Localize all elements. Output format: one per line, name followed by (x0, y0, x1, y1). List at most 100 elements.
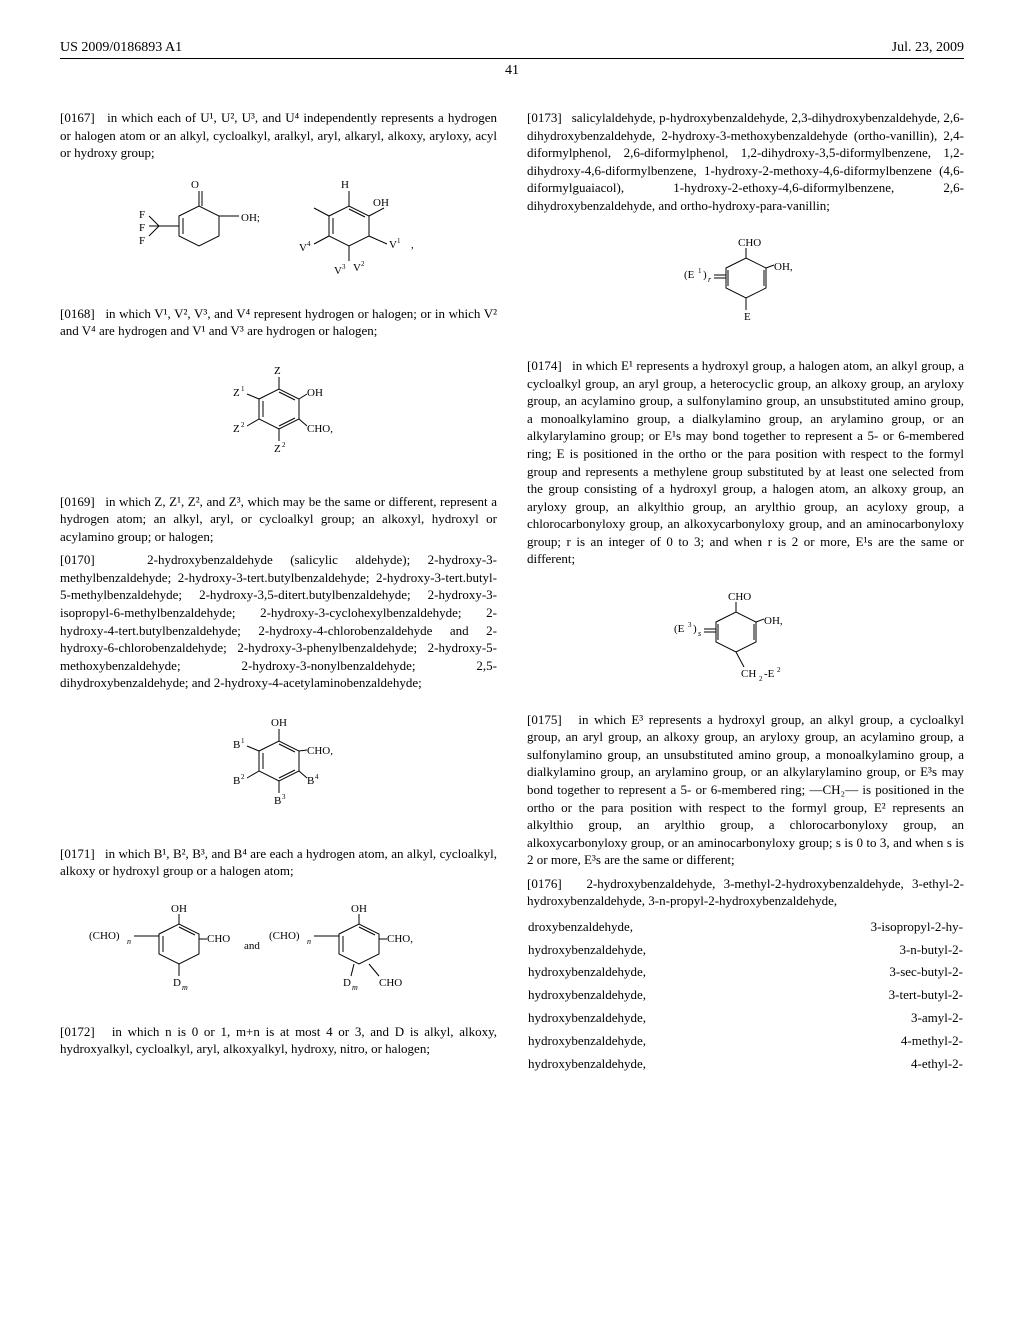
svg-text:n: n (127, 937, 131, 946)
paragraph-0172: [0172] in which n is 0 or 1, m+n is at m… (60, 1023, 497, 1058)
compound-continuation-list: droxybenzaldehyde,3-isopropyl-2-hy-hydro… (527, 916, 964, 1076)
svg-text:4: 4 (307, 240, 311, 248)
patent-number: US 2009/0186893 A1 (60, 40, 182, 56)
para-number: [0173] (527, 110, 562, 125)
svg-text:D: D (343, 977, 351, 989)
para-number: [0174] (527, 358, 562, 373)
svg-text:r: r (708, 275, 712, 284)
svg-text:,: , (411, 239, 414, 251)
svg-text:V: V (389, 239, 397, 251)
paragraph-0174: [0174] in which E¹ represents a hydroxyl… (527, 357, 964, 568)
para-text: in which V¹, V², V³, and V⁴ represent hy… (60, 306, 497, 339)
svg-text:2: 2 (361, 260, 365, 268)
svg-text:B: B (307, 775, 314, 787)
svg-text:Z: Z (274, 365, 281, 377)
page-header: US 2009/0186893 A1 Jul. 23, 2009 (60, 40, 964, 59)
paragraph-0169: [0169] in which Z, Z¹, Z², and Z³, which… (60, 493, 497, 546)
svg-text:D: D (173, 977, 181, 989)
chem-structure-e1: CHO OH, (E1) r E (527, 228, 964, 343)
paragraph-0167: [0167] in which each of U¹, U², U³, and … (60, 109, 497, 162)
para-number: [0172] (60, 1024, 95, 1039)
svg-text:CHO: CHO (738, 237, 761, 249)
page-number: 41 (60, 63, 964, 79)
compound-left: hydroxybenzaldehyde, (527, 939, 772, 962)
paragraph-0168: [0168] in which V¹, V², V³, and V⁴ repre… (60, 305, 497, 340)
para-text: in which each of U¹, U², U³, and U⁴ inde… (60, 110, 497, 160)
svg-text:B: B (233, 775, 240, 787)
svg-text:OH: OH (271, 717, 287, 729)
compound-left: hydroxybenzaldehyde, (527, 1030, 772, 1053)
chem-structure-z-substituted: Z OH CHO, Z1 Z2 Z2 (60, 354, 497, 479)
svg-text:O: O (191, 179, 199, 191)
compound-right: 3-sec-butyl-2- (772, 961, 964, 984)
compound-left: hydroxybenzaldehyde, (527, 961, 772, 984)
svg-text:Z: Z (274, 443, 281, 455)
svg-text:1: 1 (397, 237, 401, 245)
two-column-layout: [0167] in which each of U¹, U², U³, and … (60, 109, 964, 1075)
svg-text:F: F (139, 209, 145, 221)
svg-text:B: B (274, 795, 281, 807)
svg-text:CHO: CHO (379, 977, 402, 989)
para-number: [0168] (60, 306, 95, 321)
svg-text:CHO: CHO (207, 933, 230, 945)
svg-text:CHO,: CHO, (307, 745, 333, 757)
paragraph-0173: [0173] salicylaldehyde, p-hydroxybenzald… (527, 109, 964, 214)
svg-text:n: n (307, 937, 311, 946)
chem-structure-e3: CHO OH, (E3) s CH2-E2 (527, 582, 964, 697)
para-number: [0167] (60, 110, 95, 125)
para-text: 2-hydroxybenzaldehyde (salicylic aldehyd… (60, 552, 497, 690)
svg-text:2: 2 (777, 666, 781, 674)
para-text: in which B¹, B², B³, and B⁴ are each a h… (60, 846, 497, 879)
svg-text:V: V (299, 242, 307, 254)
para-text: in which n is 0 or 1, m+n is at most 4 o… (60, 1024, 497, 1057)
svg-text:3: 3 (688, 621, 692, 629)
compound-left: hydroxybenzaldehyde, (527, 1053, 772, 1076)
svg-text:Z: Z (233, 423, 240, 435)
compound-list-row: droxybenzaldehyde,3-isopropyl-2-hy- (527, 916, 964, 939)
compound-left: droxybenzaldehyde, (527, 916, 772, 939)
svg-text:OH,: OH, (774, 261, 793, 273)
svg-text:OH: OH (171, 903, 187, 915)
compound-right: 3-n-butyl-2- (772, 939, 964, 962)
compound-right: 4-methyl-2- (772, 1030, 964, 1053)
svg-text:CH: CH (741, 668, 756, 680)
chem-structure-b-substituted: OH CHO, B4 B1 B2 B3 (60, 706, 497, 831)
compound-right: 3-amyl-2- (772, 1007, 964, 1030)
svg-text:CHO: CHO (728, 591, 751, 603)
svg-text:2: 2 (241, 421, 245, 429)
svg-text:OH,: OH, (764, 615, 783, 627)
publication-date: Jul. 23, 2009 (892, 40, 964, 56)
para-number: [0170] (60, 552, 95, 567)
compound-left: hydroxybenzaldehyde, (527, 984, 772, 1007)
left-column: [0167] in which each of U¹, U², U³, and … (60, 109, 497, 1075)
svg-text:1: 1 (241, 737, 245, 745)
para-text: salicylaldehyde, p-hydroxybenzaldehyde, … (527, 110, 964, 213)
para-text: in which E³ represents a hydroxyl group,… (527, 712, 964, 867)
svg-text:E: E (744, 311, 751, 323)
svg-text:m: m (352, 983, 358, 992)
compound-list-row: hydroxybenzaldehyde,3-sec-butyl-2- (527, 961, 964, 984)
svg-text:OH: OH (351, 903, 367, 915)
svg-text:F: F (139, 235, 145, 247)
svg-text:1: 1 (698, 267, 702, 275)
svg-text:CHO,: CHO, (307, 423, 333, 435)
svg-text:(CHO): (CHO) (89, 930, 120, 942)
svg-text:2: 2 (241, 773, 245, 781)
svg-text:B: B (233, 739, 240, 751)
chem-structure-cho-dm: OH CHO (CHO) n D m and (60, 894, 497, 1009)
compound-right: 3-isopropyl-2-hy- (772, 916, 964, 939)
svg-text:3: 3 (282, 793, 286, 801)
para-text: in which E¹ represents a hydroxyl group,… (527, 358, 964, 566)
paragraph-0170: [0170] 2-hydroxybenzaldehyde (salicylic … (60, 551, 497, 691)
svg-text:(E: (E (674, 623, 685, 635)
right-column: [0173] salicylaldehyde, p-hydroxybenzald… (527, 109, 964, 1075)
svg-text:2: 2 (759, 675, 763, 683)
svg-text:(E: (E (684, 269, 695, 281)
svg-text:CHO,: CHO, (387, 933, 413, 945)
compound-list-row: hydroxybenzaldehyde,3-tert-butyl-2- (527, 984, 964, 1007)
para-text: 2-hydroxybenzaldehyde, 3-methyl-2-hydrox… (527, 876, 964, 909)
svg-text:(CHO): (CHO) (269, 930, 300, 942)
svg-text:2: 2 (282, 441, 286, 449)
compound-list-row: hydroxybenzaldehyde,4-ethyl-2- (527, 1053, 964, 1076)
paragraph-0171: [0171] in which B¹, B², B³, and B⁴ are e… (60, 845, 497, 880)
